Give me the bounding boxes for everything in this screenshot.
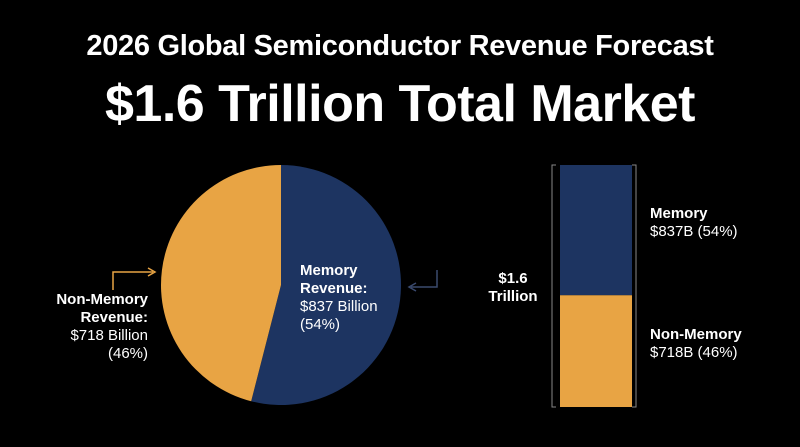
- bracket: [551, 164, 556, 408]
- arrow: [411, 270, 438, 288]
- pie-slice: [160, 165, 281, 402]
- segment-label: Memory: [650, 205, 708, 223]
- value-label: (46%): [107, 345, 148, 362]
- bar-segment: [560, 165, 632, 296]
- total-label: $1.6 Trillion: [488, 270, 538, 305]
- subtitle: $1.6 Trillion Total Market: [105, 75, 695, 133]
- arrow: [112, 271, 153, 290]
- bar-segment: [560, 295, 632, 407]
- amount-label: $718 Billion: [70, 327, 148, 344]
- pie-slice: [251, 165, 401, 405]
- value-label: (54%): [300, 316, 341, 333]
- bracket: [632, 164, 637, 408]
- amount-label: $837 Billion: [300, 298, 378, 315]
- title: 2026 Global Semiconductor Revenue Foreca…: [86, 30, 714, 62]
- segment-label: Non-Memory: [650, 326, 742, 344]
- value-label: $718B (46%): [650, 344, 738, 362]
- value-label: $837B (54%): [650, 223, 738, 241]
- arrow-head: [407, 282, 417, 292]
- arrow-head: [147, 267, 157, 277]
- slice-label: Non-Memory Revenue:: [56, 291, 148, 326]
- slice-label: Memory Revenue:: [300, 262, 368, 297]
